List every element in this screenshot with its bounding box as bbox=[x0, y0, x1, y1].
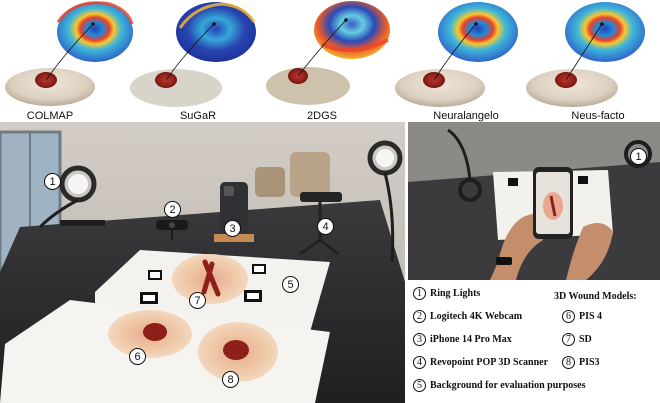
recon-label-colmap: COLMAP bbox=[26, 110, 74, 122]
legend-item-pis3: 8 PIS3 bbox=[562, 356, 600, 369]
recon-colmap bbox=[5, 1, 134, 106]
legend-label-ring-lights: Ring Lights bbox=[430, 288, 481, 299]
legend-item-background: 5 Background for evaluation purposes bbox=[413, 379, 586, 392]
recon-label-2dgs: 2DGS bbox=[307, 110, 337, 122]
recon-2dgs bbox=[266, 1, 390, 105]
legend-label-pis4: PIS 4 bbox=[579, 311, 603, 322]
legend-label-pis3: PIS3 bbox=[579, 357, 600, 368]
legend-number-3: 3 bbox=[413, 333, 426, 346]
marker-side-ring-light: 1 bbox=[630, 148, 647, 165]
legend-number-8: 8 bbox=[562, 356, 575, 369]
recon-sugar bbox=[130, 2, 256, 107]
reconstruction-comparison-row: COLMAP SuGaR 2DGS Neuralangelo Neus-fact… bbox=[0, 0, 660, 122]
legend-item-webcam: 2 Logitech 4K Webcam bbox=[413, 310, 522, 323]
marker-background: 5 bbox=[282, 276, 299, 293]
legend-models-title: 3D Wound Models: bbox=[554, 291, 637, 302]
recon-label-sugar: SuGaR bbox=[179, 110, 217, 122]
marker-scanner: 4 bbox=[317, 218, 334, 235]
capture-setup-photo: 1 2 3 4 5 6 7 8 bbox=[0, 122, 405, 403]
legend-number-2: 2 bbox=[413, 310, 426, 323]
legend-number-7: 7 bbox=[562, 333, 575, 346]
handheld-capture-photo: 1 bbox=[408, 122, 660, 280]
marker-ring-light-left: 1 bbox=[44, 173, 61, 190]
capture-setup-illustration bbox=[0, 122, 405, 403]
legend-label-sd: SD bbox=[579, 334, 592, 345]
legend-item-iphone: 3 iPhone 14 Pro Max bbox=[413, 333, 512, 346]
legend-label-scanner: Revopoint POP 3D Scanner bbox=[430, 357, 549, 368]
legend-label-background: Background for evaluation purposes bbox=[430, 380, 586, 391]
recon-label-neuralangelo: Neuralangelo bbox=[433, 110, 499, 122]
marker-webcam: 2 bbox=[164, 201, 181, 218]
legend-number-5: 5 bbox=[413, 379, 426, 392]
legend-number-6: 6 bbox=[562, 310, 575, 323]
marker-model-pis4: 6 bbox=[129, 348, 146, 365]
legend-label-iphone: iPhone 14 Pro Max bbox=[430, 334, 512, 345]
legend-item-ring-lights: 1 Ring Lights bbox=[413, 287, 480, 300]
marker-model-sd: 7 bbox=[189, 292, 206, 309]
recon-neus-facto bbox=[526, 2, 645, 107]
legend-panel: 1 Ring Lights 2 Logitech 4K Webcam 3 iPh… bbox=[408, 280, 660, 403]
legend-item-pis4: 6 PIS 4 bbox=[562, 310, 602, 323]
legend-item-sd: 7 SD bbox=[562, 333, 592, 346]
handheld-capture-illustration bbox=[408, 122, 660, 280]
legend-number-1: 1 bbox=[413, 287, 426, 300]
recon-neuralangelo bbox=[395, 2, 518, 107]
recon-label-neus-facto: Neus-facto bbox=[571, 110, 625, 122]
marker-iphone: 3 bbox=[224, 220, 241, 237]
legend-label-webcam: Logitech 4K Webcam bbox=[430, 311, 523, 322]
legend-number-4: 4 bbox=[413, 356, 426, 369]
legend-item-scanner: 4 Revopoint POP 3D Scanner bbox=[413, 356, 548, 369]
marker-model-pis3: 8 bbox=[222, 371, 239, 388]
reconstruction-figures bbox=[5, 1, 645, 107]
